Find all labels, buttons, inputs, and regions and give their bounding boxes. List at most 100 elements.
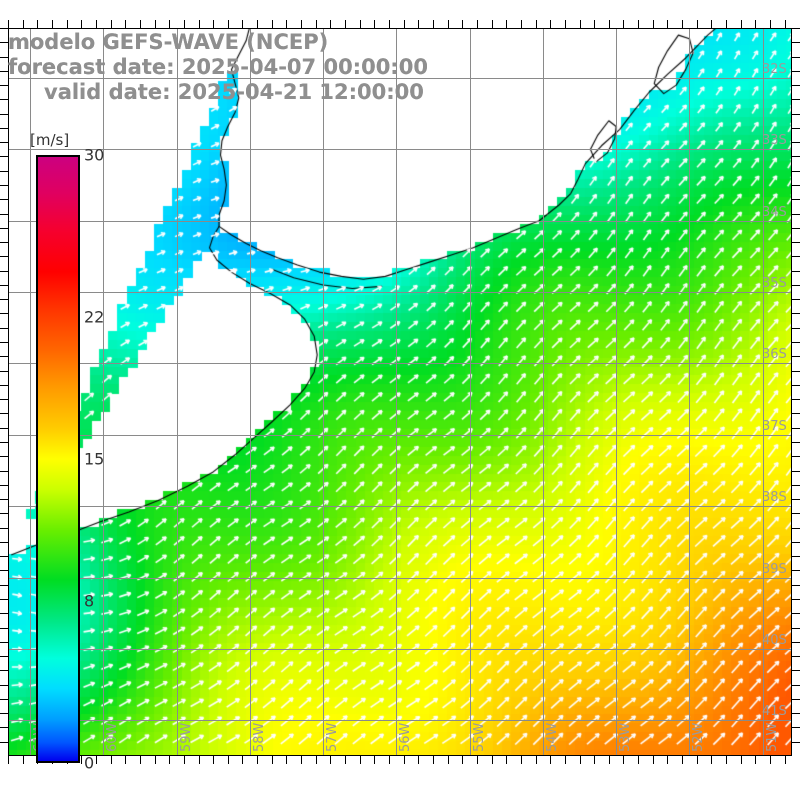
tick-right	[792, 699, 800, 700]
tick-left	[0, 413, 8, 414]
tick-right	[792, 99, 800, 100]
tick-bottom	[242, 756, 243, 764]
tick-bottom	[330, 756, 331, 764]
tick-right	[792, 599, 800, 600]
tick-left	[0, 670, 8, 671]
tick-top	[594, 20, 595, 28]
tick-bottom	[682, 756, 683, 764]
tick-top	[506, 20, 507, 28]
colorbar-unit-label: [m/s]	[30, 131, 70, 149]
tick-left	[0, 599, 8, 600]
tick-right	[792, 28, 800, 29]
tick-top	[536, 20, 537, 28]
tick-top	[492, 20, 493, 28]
latitude-label: 38S	[762, 490, 787, 506]
tick-right	[792, 585, 800, 586]
tick-bottom	[726, 756, 727, 764]
latitude-label: 39S	[762, 561, 787, 577]
tick-right	[792, 199, 800, 200]
tick-left	[0, 342, 8, 343]
tick-left	[0, 442, 8, 443]
tick-top	[755, 20, 756, 28]
tick-right	[792, 456, 800, 457]
tick-bottom	[565, 756, 566, 764]
tick-bottom	[81, 756, 82, 764]
tick-left	[0, 428, 8, 429]
colorbar-tick-30: 30	[84, 145, 105, 165]
latitude-label: 32S	[762, 61, 787, 77]
tick-left	[0, 628, 8, 629]
tick-bottom	[623, 756, 624, 764]
tick-left	[0, 128, 8, 129]
tick-top	[433, 20, 434, 28]
tick-right	[792, 42, 800, 43]
tick-bottom	[755, 756, 756, 764]
tick-right	[792, 428, 800, 429]
tick-bottom	[550, 756, 551, 764]
tick-bottom	[169, 756, 170, 764]
tick-right	[792, 171, 800, 172]
tick-left	[0, 71, 8, 72]
tick-left	[0, 656, 8, 657]
tick-bottom	[228, 756, 229, 764]
tick-top	[81, 20, 82, 28]
tick-top	[667, 20, 668, 28]
tick-left	[0, 699, 8, 700]
tick-right	[792, 114, 800, 115]
tick-right	[792, 542, 800, 543]
tick-top	[785, 20, 786, 28]
tick-right	[792, 485, 800, 486]
tick-right	[792, 613, 800, 614]
latitude-label: 36S	[762, 347, 787, 363]
map-plot-area[interactable]	[8, 28, 792, 756]
tick-top	[52, 20, 53, 28]
tick-bottom	[184, 756, 185, 764]
latitude-label: 37S	[762, 418, 787, 434]
tick-top	[360, 20, 361, 28]
tick-bottom	[96, 756, 97, 764]
tick-left	[0, 585, 8, 586]
tick-top	[272, 20, 273, 28]
tick-left	[0, 528, 8, 529]
tick-top	[726, 20, 727, 28]
tick-right	[792, 371, 800, 372]
title-valid-date: valid date: 2025-04-21 12:00:00	[44, 80, 424, 104]
tick-right	[792, 57, 800, 58]
tick-left	[0, 214, 8, 215]
tick-bottom	[23, 756, 24, 764]
tick-top	[462, 20, 463, 28]
tick-right	[792, 656, 800, 657]
tick-bottom	[521, 756, 522, 764]
tick-top	[770, 20, 771, 28]
colorbar-tick-0: 0	[84, 753, 95, 773]
tick-left	[0, 185, 8, 186]
latitude-label: 40S	[762, 632, 787, 648]
tick-top	[199, 20, 200, 28]
tick-left	[0, 299, 8, 300]
tick-right	[792, 727, 800, 728]
tick-top	[448, 20, 449, 28]
longitude-label: 60W	[105, 722, 121, 752]
tick-bottom	[155, 756, 156, 764]
tick-top	[111, 20, 112, 28]
longitude-label: 56W	[398, 722, 414, 752]
tick-right	[792, 285, 800, 286]
tick-bottom	[448, 756, 449, 764]
tick-bottom	[433, 756, 434, 764]
tick-left	[0, 642, 8, 643]
tick-top	[67, 20, 68, 28]
latitude-label: 35S	[762, 276, 787, 292]
tick-top	[565, 20, 566, 28]
tick-bottom	[711, 756, 712, 764]
tick-top	[609, 20, 610, 28]
tick-top	[580, 20, 581, 28]
tick-left	[0, 399, 8, 400]
tick-right	[792, 228, 800, 229]
tick-top	[477, 20, 478, 28]
tick-left	[0, 57, 8, 58]
tick-left	[0, 570, 8, 571]
tick-bottom	[770, 756, 771, 764]
tick-top	[169, 20, 170, 28]
tick-bottom	[257, 756, 258, 764]
